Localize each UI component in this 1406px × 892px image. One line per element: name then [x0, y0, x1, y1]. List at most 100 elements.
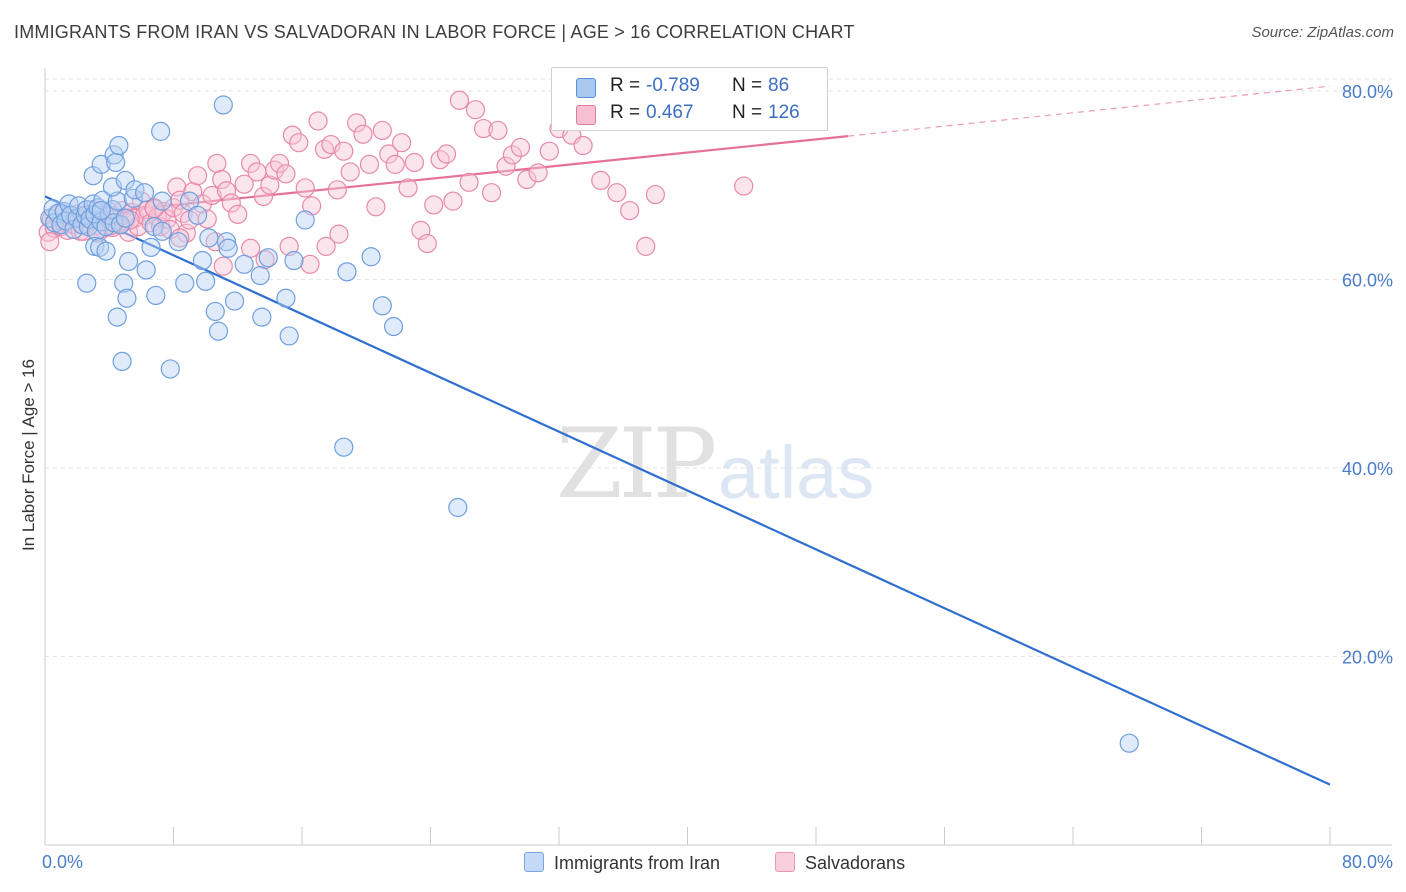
tick-labels: 20.0% 40.0% 60.0% 80.0% 0.0% 80.0%	[42, 82, 1393, 872]
point-salvadoran	[359, 154, 380, 174]
point-salvadoran	[216, 181, 237, 201]
point-salvadoran	[212, 169, 232, 190]
stats-legend: R = -0.789 N = 86 R = 0.467 N = 126	[551, 67, 828, 131]
point-salvadoran	[228, 204, 248, 224]
point-iran	[112, 351, 132, 372]
point-salvadoran	[197, 209, 217, 229]
point-salvadoran	[302, 196, 322, 216]
trend-extension-salvadoran	[848, 85, 1331, 137]
r-label: R =	[610, 102, 641, 123]
point-iran	[372, 296, 392, 316]
point-iran	[383, 316, 404, 337]
point-iran	[216, 232, 237, 252]
legend-item-iran[interactable]: Immigrants from Iran	[524, 852, 720, 874]
point-salvadoran	[207, 153, 227, 174]
point-salvadoran	[443, 191, 463, 211]
trend-lines	[44, 85, 1331, 786]
point-salvadoran	[372, 120, 392, 141]
point-salvadoran	[539, 141, 559, 161]
point-salvadoran	[436, 144, 457, 164]
point-iran	[252, 307, 272, 327]
data-points	[38, 90, 1139, 753]
point-iran	[208, 321, 229, 341]
point-salvadoran	[40, 232, 60, 252]
source-label: Source: ZipAtlas.com	[1251, 24, 1394, 41]
point-salvadoran	[347, 113, 367, 133]
n-value-iran: 86	[768, 75, 790, 96]
y-tick-label: 40.0%	[1342, 459, 1393, 479]
n-label: N =	[732, 102, 763, 123]
point-salvadoran	[424, 195, 444, 215]
chart-title: IMMIGRANTS FROM IRAN VS SALVADORAN IN LA…	[14, 22, 855, 42]
n-value-salvadoran: 126	[768, 102, 800, 123]
point-iran	[279, 326, 299, 346]
point-salvadoran	[234, 174, 254, 194]
point-salvadoran	[221, 193, 241, 213]
point-salvadoran	[334, 141, 354, 161]
point-iran	[196, 271, 216, 291]
watermark-atlas: atlas	[718, 431, 875, 514]
point-salvadoran	[496, 156, 516, 176]
point-iran	[213, 95, 233, 115]
point-salvadoran	[465, 100, 486, 120]
point-iran	[91, 200, 111, 221]
point-iran	[187, 205, 208, 225]
point-salvadoran	[510, 137, 531, 158]
point-salvadoran	[327, 180, 347, 200]
y-tick-label: 80.0%	[1342, 82, 1393, 102]
point-salvadoran	[366, 197, 386, 217]
trend-line-salvadoran	[44, 135, 849, 220]
point-iran	[136, 260, 156, 280]
point-iran	[118, 251, 139, 272]
point-salvadoran	[488, 120, 508, 141]
point-salvadoran	[502, 145, 523, 165]
x-tick-label: 0.0%	[42, 852, 83, 872]
point-salvadoran	[481, 183, 502, 203]
legend-swatch-iran	[524, 852, 544, 872]
point-iran	[152, 191, 172, 211]
y-tick-label: 60.0%	[1342, 270, 1393, 290]
point-salvadoran	[202, 185, 222, 206]
point-salvadoran	[607, 183, 627, 203]
point-salvadoran	[282, 125, 302, 145]
point-iran	[109, 135, 129, 156]
point-salvadoran	[276, 164, 296, 184]
point-iran	[224, 291, 245, 311]
x-tick-label: 80.0%	[1342, 852, 1393, 872]
point-iran	[361, 247, 381, 267]
point-salvadoran	[269, 153, 290, 174]
point-salvadoran	[316, 236, 336, 256]
point-salvadoran	[279, 236, 299, 256]
point-iran	[175, 273, 195, 293]
point-salvadoran	[636, 236, 656, 256]
r-value-iran: -0.789	[646, 75, 700, 96]
point-iran	[192, 250, 213, 271]
point-salvadoran	[329, 224, 349, 244]
point-salvadoran	[473, 118, 494, 139]
point-iran	[77, 273, 97, 293]
point-salvadoran	[308, 111, 328, 131]
point-iran	[151, 121, 171, 141]
point-salvadoran	[289, 133, 309, 153]
point-salvadoran	[417, 233, 437, 254]
point-salvadoran	[734, 176, 754, 196]
point-iran	[1119, 733, 1139, 753]
point-salvadoran	[295, 178, 315, 198]
point-salvadoran	[213, 256, 233, 276]
n-label: N =	[732, 75, 763, 96]
legend-item-salvadorans[interactable]: Salvadorans	[775, 852, 905, 874]
point-salvadoran	[379, 144, 399, 164]
point-salvadoran	[517, 169, 537, 190]
point-iran	[160, 359, 180, 379]
point-salvadoran	[187, 166, 208, 186]
point-iran	[295, 210, 315, 230]
point-iran	[152, 221, 172, 241]
point-salvadoran	[353, 124, 373, 144]
point-iran	[337, 262, 357, 282]
point-salvadoran	[391, 133, 412, 153]
point-iran	[83, 166, 103, 186]
legend-swatch-iran	[576, 78, 596, 98]
point-iran	[86, 221, 107, 241]
point-salvadoran	[385, 154, 405, 174]
